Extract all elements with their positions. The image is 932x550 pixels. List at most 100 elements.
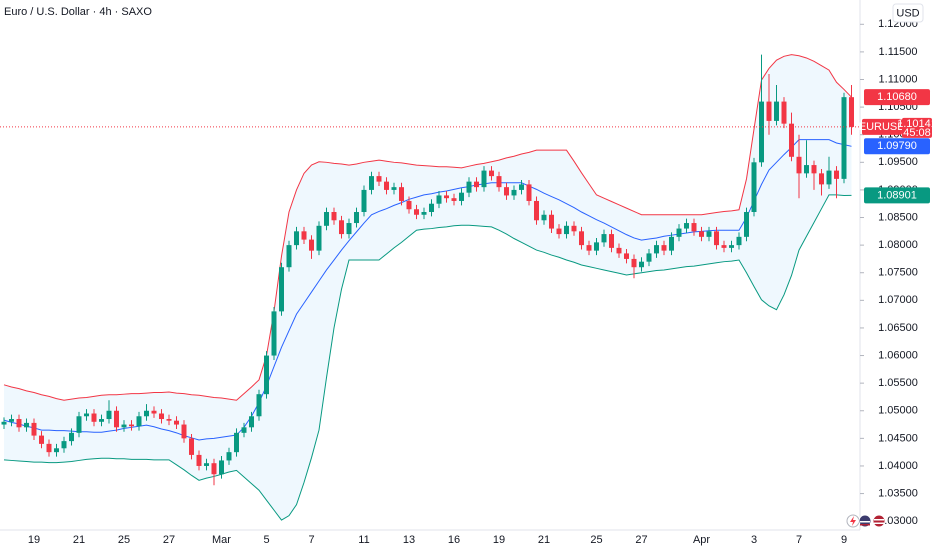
candle-body	[159, 413, 164, 420]
price-box	[902, 117, 932, 138]
candle-body	[541, 214, 547, 221]
candle-body	[691, 223, 697, 232]
candle-body	[451, 198, 457, 201]
event-icons	[846, 514, 886, 528]
candle-body	[781, 101, 787, 124]
candle-body	[69, 432, 74, 442]
candle-body	[324, 212, 329, 226]
candle-body	[136, 416, 142, 427]
candle-body	[369, 176, 374, 190]
candle-body	[31, 422, 37, 436]
candle-body	[571, 225, 577, 232]
candle-body	[144, 410, 149, 417]
x-tick-label: Mar	[212, 534, 231, 546]
x-tick-label: 7	[796, 534, 802, 546]
candle-body	[219, 460, 224, 475]
axis-value-label: 1.08901	[877, 189, 917, 201]
candle-body	[204, 463, 209, 466]
candle-body	[354, 212, 359, 224]
axis-value-label: 1.10680	[877, 91, 917, 103]
countdown-label: 45:08	[903, 127, 931, 139]
candle-body	[579, 231, 584, 246]
candle-body	[766, 101, 772, 121]
candle-body	[294, 231, 299, 246]
candle-body	[211, 463, 217, 475]
y-tick-label: 1.04500	[878, 432, 918, 444]
candle-body	[654, 245, 659, 254]
flag-stripe	[860, 521, 870, 523]
candle-body	[84, 413, 89, 417]
currency-button[interactable]	[892, 3, 924, 23]
candle-body	[609, 234, 614, 248]
candle-body	[549, 214, 554, 229]
candle-body	[339, 220, 344, 235]
candle-body	[759, 101, 764, 163]
candle-body	[616, 247, 622, 254]
candle-body	[534, 200, 539, 221]
x-tick-label: 27	[635, 534, 647, 546]
y-tick-label: 1.07500	[878, 267, 918, 279]
y-tick-label: 1.06000	[878, 349, 918, 361]
candle-body	[669, 236, 674, 251]
symbol-box	[862, 118, 902, 135]
candle-body	[661, 245, 667, 251]
candle-body	[834, 170, 839, 179]
candle-body	[594, 242, 599, 251]
x-tick-label: 16	[448, 534, 460, 546]
candle-body	[181, 424, 187, 439]
y-tick-label: 1.06500	[878, 322, 918, 334]
candle-body	[631, 258, 637, 268]
candle-body	[391, 187, 397, 190]
candle-body	[166, 419, 172, 421]
candle-body	[556, 228, 562, 235]
band-upper	[3, 54, 852, 401]
candle-body	[714, 231, 719, 246]
flag-stripe	[874, 519, 884, 521]
candle-body	[819, 173, 824, 185]
y-tick-label: 1.03500	[878, 487, 918, 499]
x-tick-label: 25	[590, 534, 602, 546]
price-label: 1.10141	[897, 118, 932, 130]
y-tick-label: 1.11000	[879, 73, 918, 85]
flag-icon[interactable]	[872, 514, 886, 528]
candle-body	[376, 176, 382, 182]
price-axis: 1.03000 1.03500 1.04000 1.04500 1.05000 1.055…	[860, 18, 918, 527]
x-tick-label: Apr	[693, 534, 710, 546]
chart-title: Euro / U.S. Dollar · 4h · SAXO	[4, 6, 152, 18]
candle-body	[16, 419, 22, 428]
candle-body	[526, 184, 532, 201]
candle-body	[129, 424, 134, 427]
candle-body	[751, 162, 757, 212]
candle-body	[99, 419, 104, 422]
candle-body	[249, 416, 254, 428]
candle-body	[729, 245, 734, 248]
candle-body	[1, 421, 7, 425]
candle-body	[316, 225, 322, 251]
candle-body	[279, 267, 284, 312]
candle-body	[744, 212, 749, 237]
candle-body	[309, 239, 314, 251]
candle-body	[346, 223, 352, 235]
candle-body	[46, 443, 52, 453]
title-backdrop	[0, 3, 178, 21]
candle-body	[121, 424, 127, 428]
plot-area	[0, 54, 860, 521]
candle-body	[76, 416, 82, 433]
candle-body	[241, 427, 247, 433]
candle-body	[444, 195, 449, 199]
y-tick-label: 1.04000	[878, 460, 918, 472]
candle-body	[849, 97, 854, 127]
y-tick-label: 1.07000	[878, 294, 918, 306]
candle-body	[114, 410, 119, 428]
candle-body	[106, 410, 112, 420]
candle-body	[459, 192, 464, 201]
band-fill	[4, 54, 852, 521]
x-tick-label: 9	[841, 534, 847, 546]
candle-body	[706, 231, 712, 237]
candle-body	[226, 452, 232, 461]
candle-body	[264, 355, 269, 395]
candle-body	[481, 170, 487, 188]
candle-body	[429, 203, 434, 212]
event-icon-glyph	[850, 516, 856, 526]
candle-body	[646, 253, 652, 262]
